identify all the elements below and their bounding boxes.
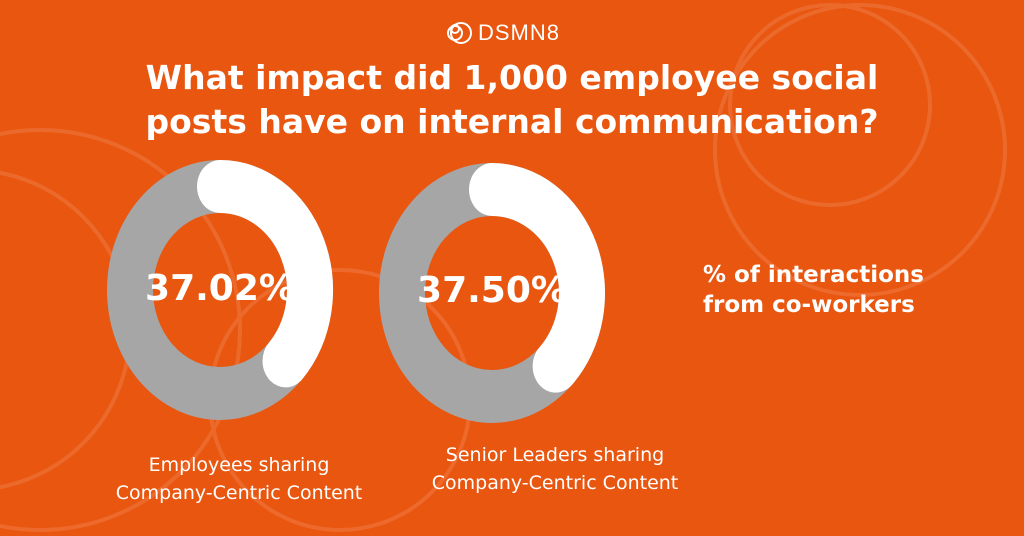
logo-text: DSMN8 <box>478 20 561 45</box>
donut-1 <box>107 160 333 420</box>
decor-circle <box>728 3 932 207</box>
decor-circle <box>0 128 242 532</box>
logo-icon <box>447 22 472 44</box>
title-line-2: posts have on internal communication? <box>145 102 879 141</box>
caption-line: Senior Leaders sharing <box>445 444 665 466</box>
caption-line: Company-Centric Content <box>115 482 363 504</box>
side-label-line: % of interactions <box>703 262 924 288</box>
donut-2-caption: Senior Leaders sharing Company-Centric C… <box>405 441 705 497</box>
side-label-line: from co-workers <box>703 292 915 318</box>
decor-circle <box>713 3 1007 297</box>
donut-value-arc <box>197 160 333 388</box>
donut-2-value: 37.50% <box>417 270 567 311</box>
donut-1-caption: Employees sharing Company-Centric Conten… <box>89 451 389 507</box>
caption-line: Employees sharing <box>148 454 330 476</box>
page-title: What impact did 1,000 employee social po… <box>0 56 1024 144</box>
donut-1-value: 37.02% <box>145 268 295 309</box>
dsmn8-logo: DSMN8 <box>446 20 560 46</box>
caption-line: Company-Centric Content <box>431 472 679 494</box>
donut-2 <box>379 163 605 423</box>
title-line-1: What impact did 1,000 employee social <box>145 58 879 97</box>
side-label: % of interactions from co-workers <box>703 260 924 320</box>
donut-value-arc <box>469 163 605 393</box>
